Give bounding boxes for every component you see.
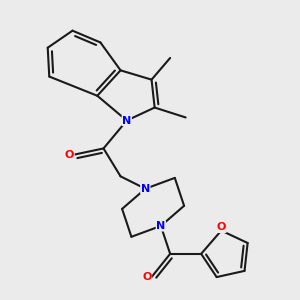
Text: N: N — [156, 221, 166, 231]
Text: O: O — [217, 223, 226, 232]
Text: O: O — [142, 272, 152, 282]
Text: N: N — [141, 184, 150, 194]
Text: O: O — [65, 150, 74, 160]
Text: N: N — [122, 116, 131, 126]
